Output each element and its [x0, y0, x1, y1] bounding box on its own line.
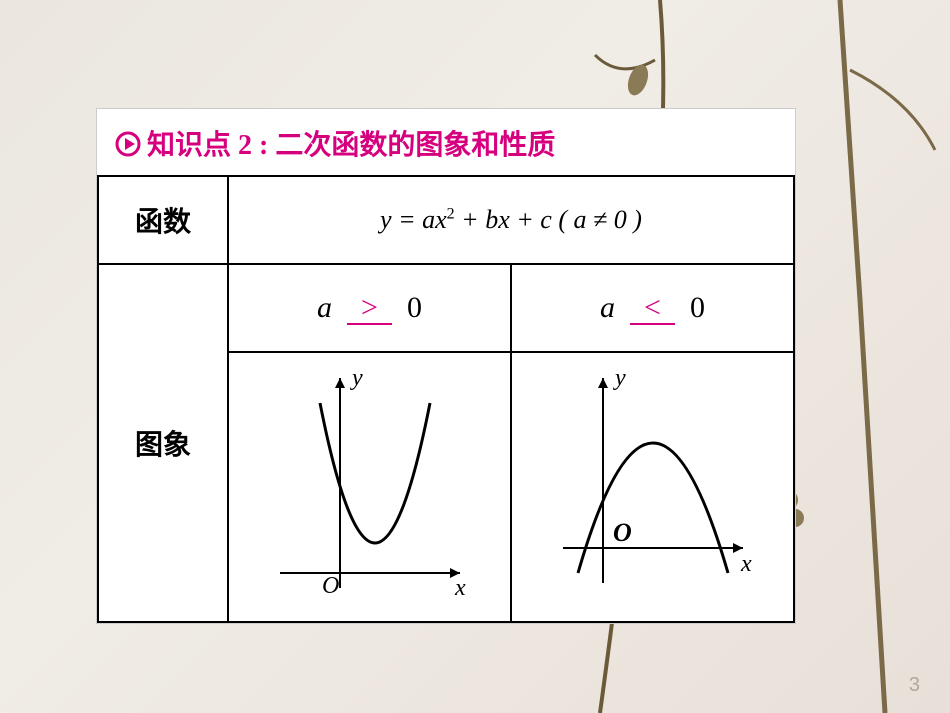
cond-left-symbol: > — [347, 293, 392, 325]
bullet-icon — [115, 131, 141, 165]
parabola-up-graph: O x y — [260, 363, 480, 603]
row-label-function: 函数 — [98, 176, 228, 264]
row-label-graph: 图象 — [98, 264, 228, 622]
cond-left-var: a — [317, 291, 332, 324]
origin-label: O — [613, 518, 632, 547]
cond-right-zero: 0 — [690, 291, 705, 324]
x-axis-label: x — [740, 551, 752, 577]
y-axis-label: y — [350, 365, 363, 391]
y-axis-label: y — [613, 365, 626, 391]
cond-right-symbol: < — [630, 293, 675, 325]
quadratic-formula: y = ax2 + bx + c ( a ≠ 0 ) — [239, 187, 783, 253]
heading-text: 知识点 2 : 二次函数的图象和性质 — [147, 130, 555, 161]
parabola-down-graph: O x y — [543, 363, 763, 603]
content-card: 知识点 2 : 二次函数的图象和性质 函数 y = ax2 + bx + c (… — [96, 108, 796, 624]
graph-cell-down: O x y — [511, 352, 794, 622]
properties-table: 函数 y = ax2 + bx + c ( a ≠ 0 ) 图象 a > 0 a — [97, 175, 795, 623]
origin-label: O — [322, 573, 339, 599]
x-axis-label: x — [454, 575, 466, 601]
condition-right: a < 0 — [511, 264, 794, 352]
formula-cell: y = ax2 + bx + c ( a ≠ 0 ) — [228, 176, 794, 264]
page-number: 3 — [909, 674, 920, 697]
cond-right-var: a — [600, 291, 615, 324]
cond-left-zero: 0 — [407, 291, 422, 324]
condition-left: a > 0 — [228, 264, 511, 352]
heading-row: 知识点 2 : 二次函数的图象和性质 — [97, 109, 795, 175]
graph-cell-up: O x y — [228, 352, 511, 622]
